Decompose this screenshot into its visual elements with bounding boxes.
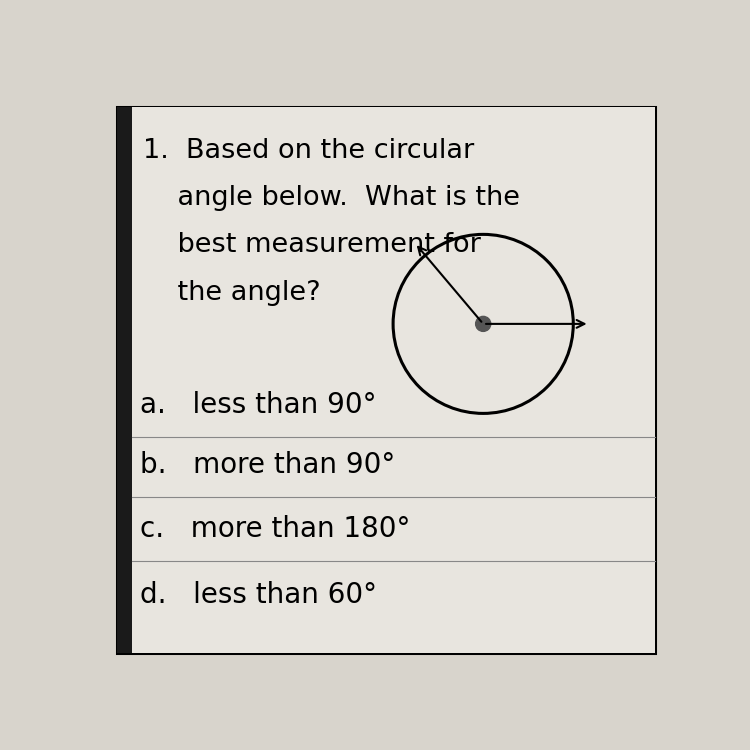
Text: a.   less than 90°: a. less than 90°	[140, 391, 376, 418]
Text: best measurement for: best measurement for	[143, 232, 481, 258]
Text: angle below.  What is the: angle below. What is the	[143, 185, 520, 211]
Text: the angle?: the angle?	[143, 280, 321, 306]
Text: b.   more than 90°: b. more than 90°	[140, 452, 395, 479]
Text: d.   less than 60°: d. less than 60°	[140, 581, 377, 609]
FancyBboxPatch shape	[117, 107, 131, 653]
Circle shape	[476, 316, 490, 332]
Text: 1.  Based on the circular: 1. Based on the circular	[143, 138, 475, 164]
Text: c.   more than 180°: c. more than 180°	[140, 515, 411, 543]
FancyBboxPatch shape	[131, 107, 655, 653]
FancyBboxPatch shape	[117, 107, 655, 653]
